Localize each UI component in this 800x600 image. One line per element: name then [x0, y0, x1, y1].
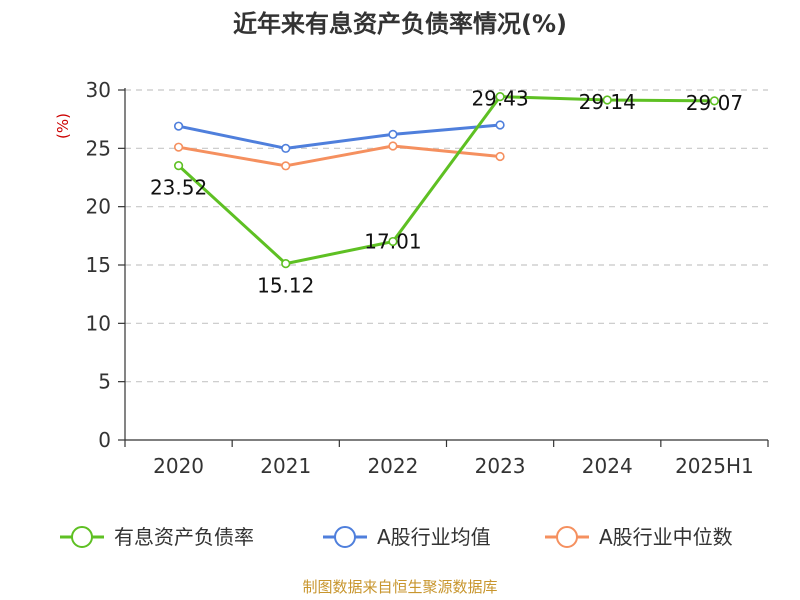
x-tick-label: 2020: [153, 454, 204, 478]
data-labels: 23.52 15.12 17.01 29.43 29.14 29.07: [150, 87, 743, 298]
y-tick-label: 5: [98, 370, 111, 394]
legend-label: A股行业中位数: [599, 525, 733, 549]
data-point: [495, 120, 505, 130]
data-point: [281, 259, 291, 269]
data-point: [602, 95, 612, 105]
source-note: 制图数据来自恒生聚源数据库: [302, 578, 497, 596]
data-label: 17.01: [364, 230, 421, 254]
data-point: [173, 121, 184, 131]
grid-lines: [125, 89, 768, 383]
y-tick-label: 30: [86, 78, 111, 102]
data-point: [281, 143, 291, 153]
legend-marker: [71, 526, 93, 548]
series-lines: [173, 92, 720, 269]
legend-label: 有息资产负债率: [114, 525, 254, 549]
x-tick-label: 2025H1: [675, 454, 754, 478]
data-point: [388, 141, 398, 151]
axes: 0 5 10 15 20 25 30 2020 2021 2022 2023 2024 2025H1: [86, 78, 769, 478]
x-tick-label: 2022: [367, 454, 418, 478]
data-label: 29.43: [471, 87, 528, 111]
data-point: [281, 161, 291, 171]
x-tick-label: 2024: [582, 454, 633, 478]
data-point: [388, 236, 398, 247]
y-axis-label: (%): [54, 113, 72, 139]
y-tick-label: 25: [86, 136, 111, 160]
legend-label: A股行业均值: [377, 525, 491, 549]
data-point: [709, 96, 720, 106]
series-line-1: [177, 123, 502, 150]
data-label: 29.14: [579, 90, 636, 114]
x-tick-label: 2023: [475, 454, 526, 478]
y-tick-label: 20: [86, 195, 111, 219]
data-label: 29.07: [686, 91, 743, 115]
legend-marker: [556, 526, 578, 548]
y-tick-label: 15: [86, 253, 111, 277]
legend-marker: [334, 526, 356, 548]
y-tick-label: 0: [98, 428, 111, 452]
x-tick-label: 2021: [260, 454, 311, 478]
data-point: [173, 142, 184, 152]
legend: 有息资产负债率 A股行业均值 A股行业中位数: [60, 525, 733, 549]
chart-title: 近年来有息资产负债率情况(%): [233, 10, 567, 38]
data-point: [495, 151, 505, 162]
data-label: 15.12: [257, 274, 314, 298]
data-label: 23.52: [150, 176, 207, 200]
series-line-0: [177, 95, 716, 266]
data-point: [173, 161, 184, 171]
series-line-2: [177, 144, 502, 168]
data-point: [495, 92, 505, 102]
data-point: [388, 129, 398, 139]
y-tick-label: 10: [86, 311, 111, 335]
